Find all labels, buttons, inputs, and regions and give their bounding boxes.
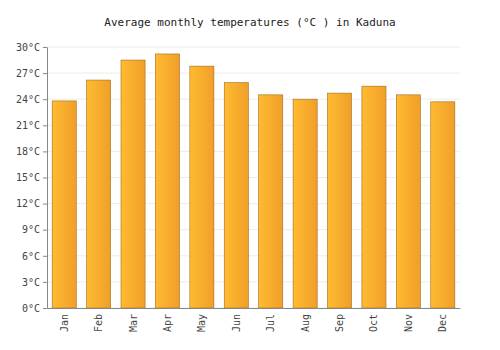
y-tick: 24°C — [16, 94, 47, 105]
x-tick: Feb — [93, 308, 104, 332]
y-tick-mark — [43, 282, 47, 283]
y-tick-mark — [43, 204, 47, 205]
y-tick-mark — [43, 73, 47, 74]
bars — [52, 54, 455, 308]
y-tick: 9°C — [22, 224, 47, 235]
x-tick: Mar — [128, 308, 139, 332]
x-tick-label: Feb — [93, 314, 104, 332]
y-tick-mark — [43, 256, 47, 257]
x-tick: Jul — [265, 308, 276, 332]
y-tick-label: 3°C — [22, 277, 40, 288]
x-tick-label: Sep — [334, 314, 345, 332]
y-tick-label: 0°C — [22, 303, 40, 314]
y-tick-mark — [43, 230, 47, 231]
bar — [396, 95, 420, 308]
y-tick-mark — [43, 178, 47, 179]
y-tick-label: 21°C — [16, 120, 40, 131]
x-tick-label: Jan — [59, 314, 70, 332]
bar — [431, 102, 455, 308]
x-tick-label: Nov — [403, 314, 414, 332]
x-axis-line — [48, 308, 461, 309]
y-axis-line — [47, 48, 48, 309]
y-tick-label: 6°C — [22, 251, 40, 262]
x-axis: Jan Feb Mar Apr May Jun Jul Aug Sep Oct Nov Dec — [48, 308, 461, 332]
y-tick-mark — [43, 125, 47, 126]
x-tick: Jan — [59, 308, 70, 332]
y-tick-mark — [43, 47, 47, 48]
y-tick-mark — [43, 99, 47, 100]
x-tick-label: Aug — [300, 314, 311, 332]
y-tick: 15°C — [16, 172, 47, 183]
y-tick-label: 12°C — [16, 198, 40, 209]
x-tick-label: Mar — [128, 314, 139, 332]
x-tick: Aug — [300, 308, 311, 332]
y-tick-label: 24°C — [16, 94, 40, 105]
y-tick-label: 27°C — [16, 68, 40, 79]
x-tick: Nov — [403, 308, 414, 332]
bar — [87, 80, 111, 308]
bar — [121, 60, 145, 308]
x-tick: Apr — [162, 308, 173, 332]
y-tick-label: 9°C — [22, 224, 40, 235]
y-tick: 12°C — [16, 198, 47, 209]
bar — [259, 95, 283, 308]
plot: 0°C 3°C 6°C 9°C 12°C 15°C 18°C 21°C 24°C 27°C 30°C… — [16, 42, 461, 332]
bar — [190, 66, 214, 308]
x-tick-label: Jun — [231, 314, 242, 332]
title: Average monthly temperatures (°C ) in Ka… — [104, 16, 395, 29]
bar — [327, 93, 351, 308]
x-tick: May — [196, 308, 207, 332]
chart: 0°C 3°C 6°C 9°C 12°C 15°C 18°C 21°C 24°C 27°C 30°C… — [0, 0, 500, 350]
x-tick-label: Dec — [437, 314, 448, 332]
bar — [224, 83, 248, 308]
x-tick: Jun — [231, 308, 242, 332]
bar — [293, 99, 317, 308]
y-tick: 30°C — [16, 42, 47, 53]
x-tick: Oct — [368, 308, 379, 332]
bar — [52, 101, 76, 308]
bar — [362, 86, 386, 308]
y-tick: 27°C — [16, 68, 47, 79]
x-tick-label: Jul — [265, 314, 276, 332]
y-tick: 6°C — [22, 251, 47, 262]
y-tick-label: 30°C — [16, 42, 40, 53]
bar — [155, 54, 179, 308]
y-tick: 18°C — [16, 146, 47, 157]
y-tick-mark — [43, 308, 47, 309]
grid-line — [47, 47, 460, 48]
y-tick: 0°C — [22, 303, 47, 314]
x-tick: Dec — [437, 308, 448, 332]
y-tick: 21°C — [16, 120, 47, 131]
y-tick-mark — [43, 151, 47, 152]
x-tick-label: May — [196, 314, 207, 332]
x-tick-label: Oct — [368, 314, 379, 332]
grid — [47, 47, 460, 308]
grid-line — [47, 73, 460, 74]
y-axis: 0°C 3°C 6°C 9°C 12°C 15°C 18°C 21°C 24°C 27°C 30°C — [16, 42, 48, 314]
x-tick-label: Apr — [162, 314, 173, 332]
y-tick: 3°C — [22, 277, 47, 288]
y-tick-label: 15°C — [16, 172, 40, 183]
x-tick: Sep — [334, 308, 345, 332]
y-tick-label: 18°C — [16, 146, 40, 157]
